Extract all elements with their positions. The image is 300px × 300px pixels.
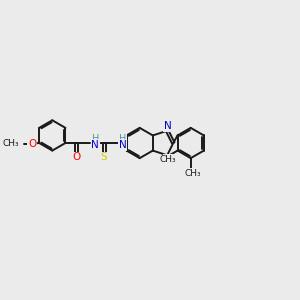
Text: O: O <box>73 152 81 162</box>
Text: N: N <box>92 140 99 150</box>
Text: S: S <box>101 152 107 162</box>
Text: O: O <box>164 155 172 165</box>
Text: N: N <box>164 121 172 131</box>
Text: CH₃: CH₃ <box>2 139 19 148</box>
Text: N: N <box>119 140 127 150</box>
Text: H: H <box>119 134 126 144</box>
Text: CH₃: CH₃ <box>159 155 176 164</box>
Text: CH₃: CH₃ <box>185 169 201 178</box>
Text: O: O <box>28 139 36 148</box>
Text: H: H <box>92 134 99 144</box>
